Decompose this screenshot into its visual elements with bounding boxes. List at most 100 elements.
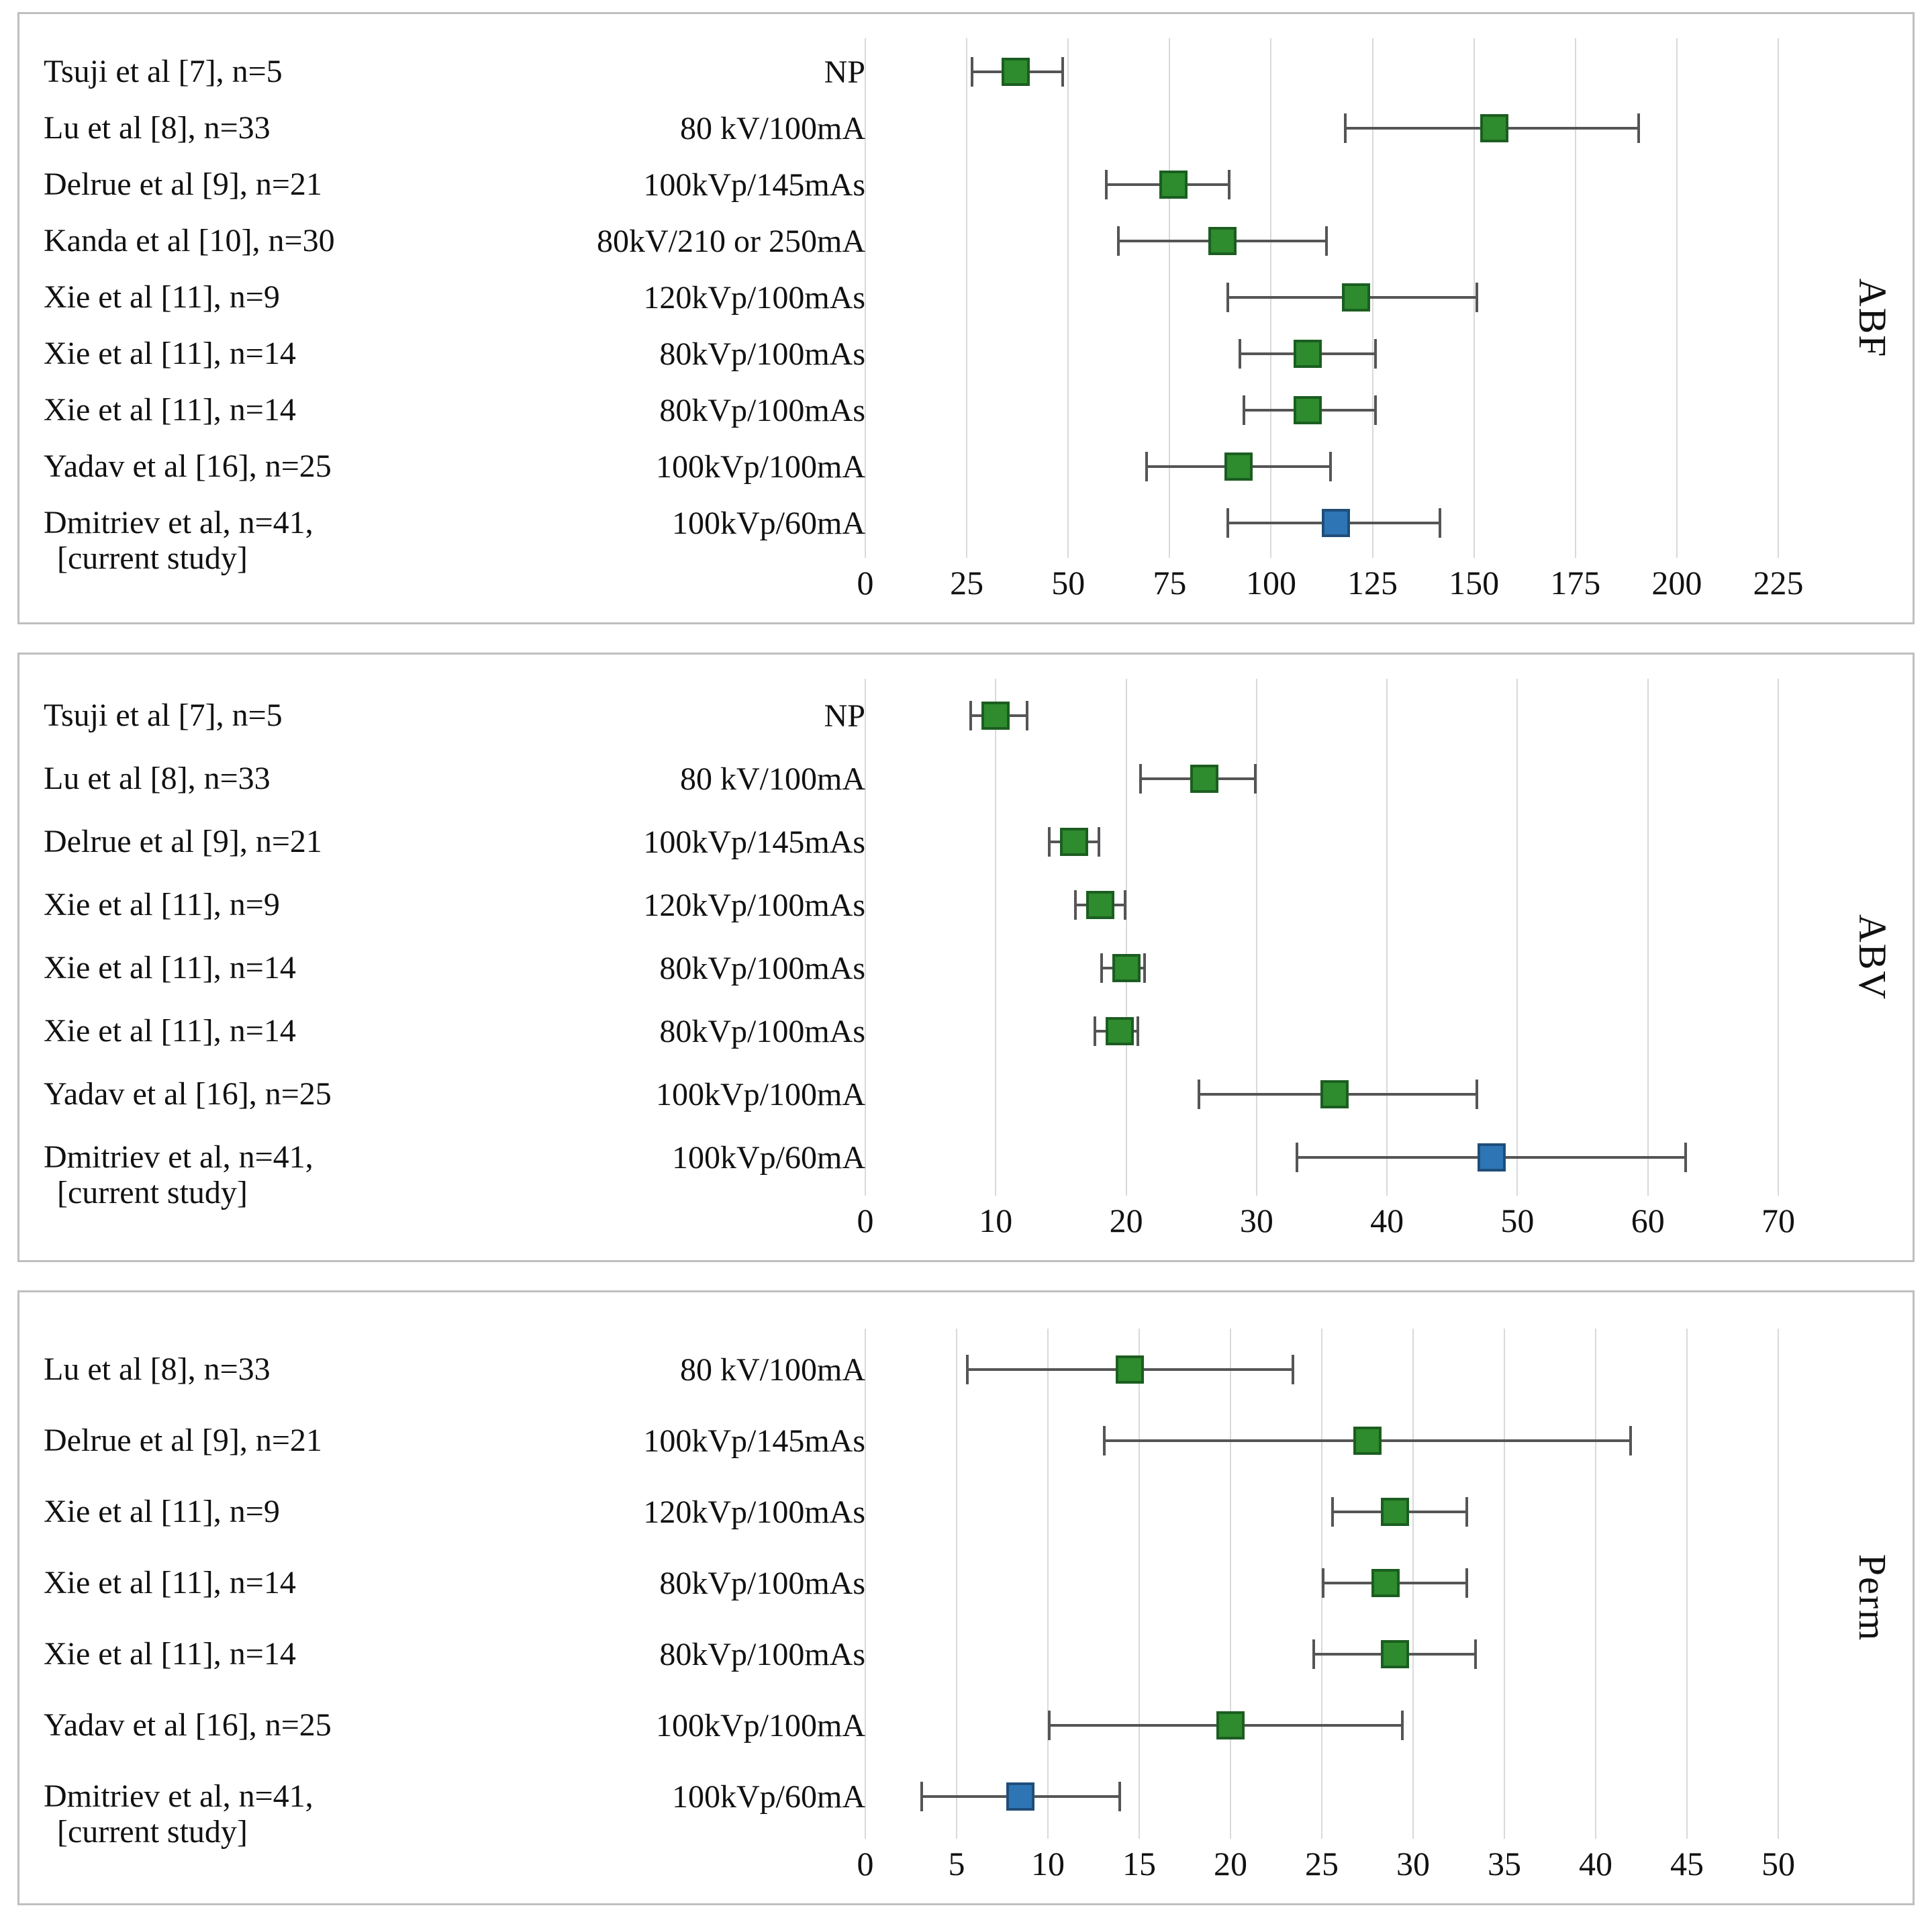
- study-label: Yadav et al [16], n=25: [44, 448, 332, 484]
- plot-strip: [865, 382, 1778, 438]
- protocol-label: NP: [824, 698, 865, 734]
- plot-strip: [865, 438, 1778, 495]
- error-cap-right: [1025, 701, 1028, 730]
- error-cap-right: [1465, 1568, 1468, 1598]
- study-row: Xie et al [11], n=9 120kVp/100mAs: [19, 873, 1913, 937]
- error-cap-left: [1139, 764, 1142, 794]
- error-cap-right: [1439, 508, 1442, 538]
- plot-strip: [865, 1547, 1778, 1619]
- rows-abv: Tsuji et al [7], n=5 NP Lu et al [8], n=33…: [19, 684, 1913, 1210]
- protocol-label: 100kVp/100mA: [656, 1076, 865, 1112]
- plot-strip: [865, 495, 1778, 551]
- marker-study: [1216, 1711, 1245, 1739]
- study-label: Xie et al [11], n=14: [44, 1564, 296, 1600]
- protocol-label: 80kVp/100mAs: [659, 1565, 865, 1601]
- x-tick-label: 50: [1761, 1845, 1795, 1882]
- protocol-label: 100kVp/145mAs: [643, 824, 865, 860]
- study-row: Tsuji et al [7], n=5 NP: [19, 684, 1913, 747]
- panel-label-abv: ABV: [1851, 914, 1894, 1001]
- gridline: [1255, 679, 1257, 1196]
- plot-strip: [865, 1334, 1778, 1405]
- marker-study: [1105, 1017, 1134, 1045]
- study-label: Delrue et al [9], n=21: [44, 166, 322, 202]
- study-row: Dmitriev et al, n=41, [current study] 100k…: [19, 495, 1913, 577]
- marker-study: [1371, 1569, 1400, 1597]
- gridline: [1516, 679, 1518, 1196]
- gridline: [1067, 38, 1069, 558]
- study-label-line2: [current study]: [57, 1175, 248, 1211]
- study-label: Xie et al [11], n=9: [44, 279, 280, 315]
- study-label: Lu et al [8], n=33: [44, 1351, 271, 1387]
- error-cap-left: [1116, 226, 1120, 256]
- study-label: Dmitriev et al, n=41, [current study]: [44, 504, 313, 577]
- marker-study: [1159, 171, 1188, 199]
- marker-study: [1380, 1640, 1409, 1668]
- error-cap-left: [1104, 170, 1108, 199]
- study-row: Xie et al [11], n=14 80kVp/100mAs: [19, 937, 1913, 1000]
- gridline: [1686, 1329, 1688, 1839]
- gridline: [1778, 1329, 1779, 1839]
- error-cap-left: [1198, 1080, 1201, 1109]
- error-cap-right: [1061, 57, 1065, 87]
- gridline: [1676, 38, 1678, 558]
- error-cap-right: [1373, 395, 1377, 425]
- protocol-label: NP: [824, 54, 865, 90]
- x-tick-label: 175: [1550, 564, 1601, 602]
- marker-current-study: [1477, 1143, 1506, 1172]
- study-label: Tsuji et al [7], n=5: [44, 697, 283, 733]
- x-tick-label: 10: [1031, 1845, 1065, 1882]
- protocol-label: 120kVp/100mAs: [643, 279, 865, 316]
- x-tick-label: 0: [857, 1845, 874, 1882]
- x-tick-label: 0: [857, 564, 874, 602]
- marker-study: [1112, 954, 1141, 982]
- protocol-label: 80 kV/100mA: [680, 1351, 865, 1388]
- x-tick-label: 70: [1761, 1202, 1795, 1239]
- marker-study: [1380, 1498, 1409, 1526]
- study-row: Xie et al [11], n=9 120kVp/100mAs: [19, 1476, 1913, 1547]
- x-tick-label: 30: [1239, 1202, 1273, 1239]
- x-axis-perm: 0 5 10 15 20 25 30 35 40 45 50: [857, 1832, 1796, 1891]
- marker-study: [1293, 340, 1322, 368]
- plot-strip: [865, 810, 1778, 873]
- study-label: Xie et al [11], n=9: [44, 886, 280, 922]
- error-cap-left: [920, 1782, 923, 1811]
- plot-strip: [865, 747, 1778, 810]
- plot-strip: [865, 1126, 1778, 1189]
- x-tick-label: 125: [1347, 564, 1398, 602]
- study-label: Delrue et al [9], n=21: [44, 1422, 322, 1458]
- protocol-label: 80kVp/100mAs: [659, 1013, 865, 1049]
- error-cap-left: [1048, 1711, 1051, 1740]
- marker-study: [1059, 828, 1088, 856]
- plot-strip: [865, 1476, 1778, 1547]
- error-cap-right: [1137, 1016, 1139, 1046]
- error-cap-left: [1243, 395, 1246, 425]
- marker-study: [981, 702, 1010, 730]
- x-tick-label: 15: [1122, 1845, 1156, 1882]
- error-cap-left: [1226, 508, 1229, 538]
- study-label: Delrue et al [9], n=21: [44, 823, 322, 859]
- x-tick-label: 10: [979, 1202, 1013, 1239]
- error-cap-left: [1322, 1568, 1324, 1598]
- error-cap-right: [1325, 226, 1329, 256]
- x-tick-label: 50: [1500, 1202, 1535, 1239]
- gridline: [1574, 38, 1576, 558]
- marker-study: [1116, 1355, 1145, 1384]
- x-axis-abf: 0 25 50 75 100 125 150 175 200 225: [857, 551, 1804, 610]
- plot-strip: [865, 100, 1778, 156]
- rows-perm: Lu et al [8], n=33 80 kV/100mA Delrue et a…: [19, 1334, 1913, 1850]
- protocol-label: 80 kV/100mA: [680, 110, 865, 146]
- error-cap-right: [1401, 1711, 1404, 1740]
- x-tick-label: 25: [1305, 1845, 1339, 1882]
- study-row: Dmitriev et al, n=41, [current study] 100k…: [19, 1761, 1913, 1850]
- error-cap-right: [1143, 953, 1146, 983]
- gridline: [1778, 38, 1779, 558]
- study-label-line2: [current study]: [57, 540, 248, 577]
- protocol-label: 120kVp/100mAs: [643, 1494, 865, 1530]
- gridline: [1139, 1329, 1140, 1839]
- plot-strip: [865, 684, 1778, 747]
- plot-strip: [865, 1000, 1778, 1063]
- study-label: Xie et al [11], n=14: [44, 391, 296, 428]
- gridline: [1386, 679, 1388, 1196]
- error-cap-right: [1684, 1143, 1687, 1172]
- study-row: Tsuji et al [7], n=5 NP: [19, 44, 1913, 100]
